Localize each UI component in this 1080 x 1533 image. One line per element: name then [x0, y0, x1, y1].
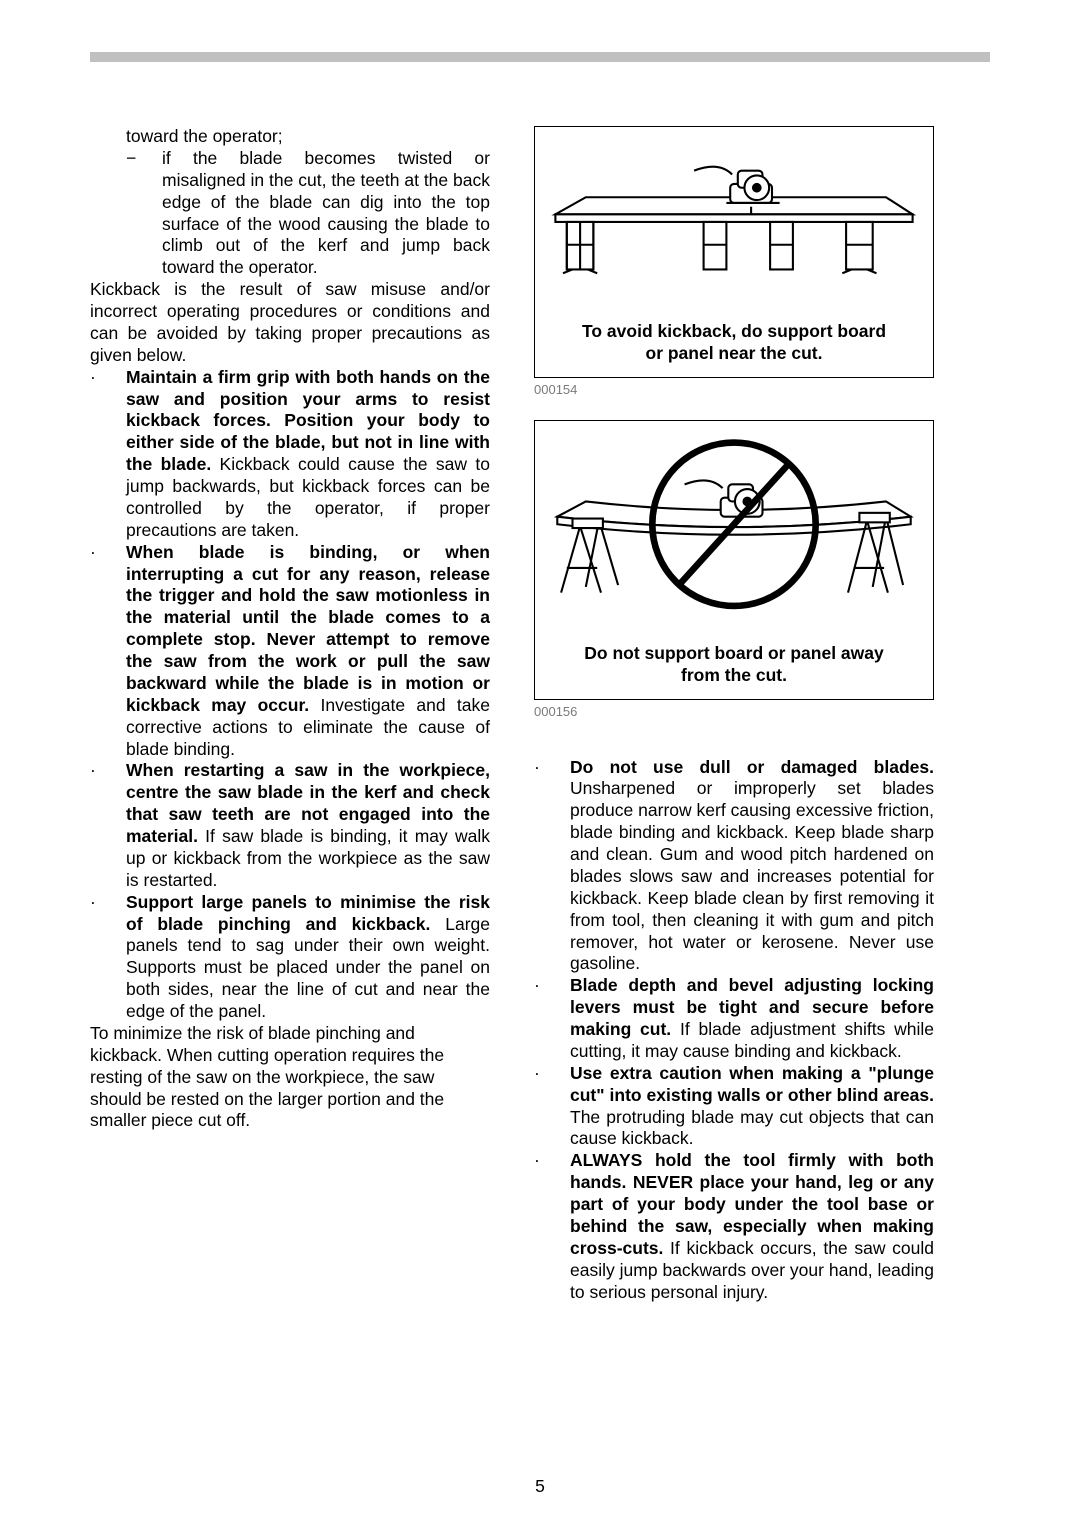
right-column: To avoid kickback, do support board or p… [534, 126, 934, 1303]
bullet-marker: · [534, 757, 570, 779]
dash-text: if the blade becomes twisted or misalign… [162, 148, 490, 277]
bullet-item: · When restarting a saw in the workpiece… [90, 760, 490, 891]
top-rule [90, 52, 990, 62]
bullet-rest: Unsharpened or improperly set blades pro… [570, 778, 934, 973]
figure-number: 000154 [534, 382, 934, 398]
page-number: 5 [0, 1476, 1080, 1497]
bullet-marker: · [90, 542, 126, 564]
bullet-bold: Do not use dull or damaged blades. [570, 757, 934, 777]
bullet-item: · Blade depth and bevel adjusting lockin… [534, 975, 934, 1063]
figure-incorrect-svg [544, 421, 924, 637]
two-column-layout: toward the operator; − if the blade beco… [90, 126, 990, 1303]
dash-marker: − [126, 148, 162, 170]
figure-incorrect-support: Do not support board or panel away from … [534, 420, 934, 700]
bullet-item: · Support large panels to minimise the r… [90, 892, 490, 1023]
bullet-item: · Maintain a firm grip with both hands o… [90, 367, 490, 542]
manual-page: toward the operator; − if the blade beco… [0, 0, 1080, 1533]
bullet-marker: · [534, 1150, 570, 1172]
figure-correct-support: To avoid kickback, do support board or p… [534, 126, 934, 378]
tail-paragraph: To minimize the risk of blade pinching a… [90, 1023, 490, 1132]
bullet-item: · When blade is binding, or when interru… [90, 542, 490, 761]
kickback-paragraph: Kickback is the result of saw misuse and… [90, 279, 490, 367]
figure-caption: To avoid kickback, do support board or p… [535, 315, 933, 377]
bullet-marker: · [534, 1063, 570, 1085]
bullet-bold: When blade is binding, or when interrupt… [126, 542, 490, 715]
bullet-item: · Do not use dull or damaged blades. Uns… [534, 757, 934, 976]
bullet-marker: · [90, 892, 126, 914]
figure-number: 000156 [534, 704, 934, 720]
bullet-marker: · [534, 975, 570, 997]
left-column: toward the operator; − if the blade beco… [90, 126, 490, 1303]
bullet-bold: Use extra caution when making a "plunge … [570, 1063, 934, 1105]
bullet-rest: The protruding blade may cut objects tha… [570, 1107, 934, 1149]
figure-correct-svg [544, 127, 924, 315]
figure-caption: Do not support board or panel away from … [535, 637, 933, 699]
continuation-line: toward the operator; [126, 126, 490, 148]
bullet-marker: · [90, 367, 126, 389]
bullet-marker: · [90, 760, 126, 782]
bullet-item: · Use extra caution when making a "plung… [534, 1063, 934, 1151]
dash-list-item: − if the blade becomes twisted or misali… [126, 148, 490, 279]
bullet-item: · ALWAYS hold the tool firmly with both … [534, 1150, 934, 1303]
